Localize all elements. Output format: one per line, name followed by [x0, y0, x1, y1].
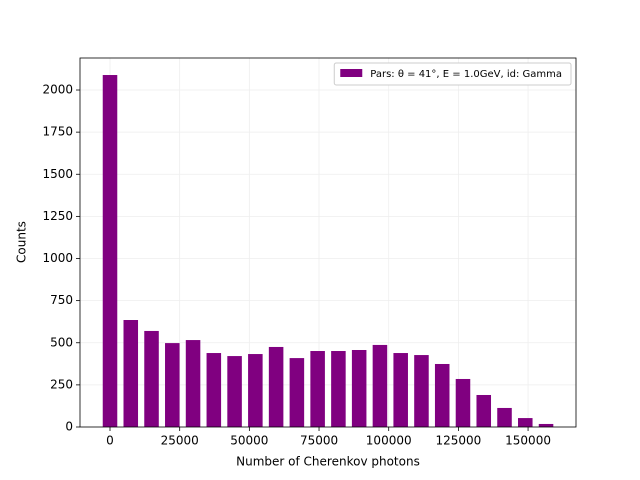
- y-tick-label: 250: [50, 377, 73, 391]
- x-tick-label: 0: [106, 434, 114, 448]
- bar: [227, 356, 242, 427]
- bar: [372, 344, 388, 427]
- bar: [165, 343, 180, 427]
- bar: [455, 378, 471, 427]
- x-tick-label: 150000: [505, 434, 551, 448]
- bar: [351, 349, 367, 427]
- bar: [310, 351, 325, 427]
- legend-swatch: [340, 69, 363, 77]
- x-tick-label: 75000: [300, 434, 338, 448]
- bar: [414, 355, 429, 427]
- legend: Pars: θ = 41°, E = 1.0GeV, id: Gamma: [333, 62, 572, 86]
- x-axis-label: Number of Cherenkov photons: [236, 455, 420, 469]
- bar: [331, 351, 346, 427]
- y-tick-label: 0: [65, 420, 73, 434]
- bar: [518, 418, 533, 427]
- y-tick-label: 1750: [42, 125, 73, 139]
- bar: [497, 407, 512, 427]
- y-tick-label: 2000: [42, 83, 73, 97]
- bar: [393, 353, 408, 427]
- legend-label: Pars: θ = 41°, E = 1.0GeV, id: Gamma: [370, 69, 562, 80]
- y-tick-label: 500: [50, 335, 73, 349]
- x-tick-label: 50000: [230, 434, 268, 448]
- x-tick-label: 25000: [161, 434, 199, 448]
- bar: [102, 75, 118, 427]
- bar: [476, 394, 492, 427]
- bar: [268, 346, 284, 427]
- bar: [144, 330, 159, 427]
- x-tick-label: 125000: [435, 434, 481, 448]
- x-tick-label: 100000: [366, 434, 412, 448]
- y-axis-label: Counts: [15, 221, 29, 263]
- bar: [248, 354, 263, 427]
- bar: [185, 340, 201, 427]
- bar: [206, 353, 222, 427]
- bar: [538, 423, 554, 427]
- bar: [123, 320, 139, 427]
- y-tick-label: 1500: [42, 167, 73, 181]
- y-tick-label: 1250: [42, 209, 73, 223]
- bar: [434, 363, 450, 427]
- legend-box: [333, 62, 572, 86]
- y-tick-label: 1000: [42, 251, 73, 265]
- y-tick-label: 750: [50, 293, 73, 307]
- bar: [289, 358, 305, 427]
- plot-frame: [79, 57, 577, 428]
